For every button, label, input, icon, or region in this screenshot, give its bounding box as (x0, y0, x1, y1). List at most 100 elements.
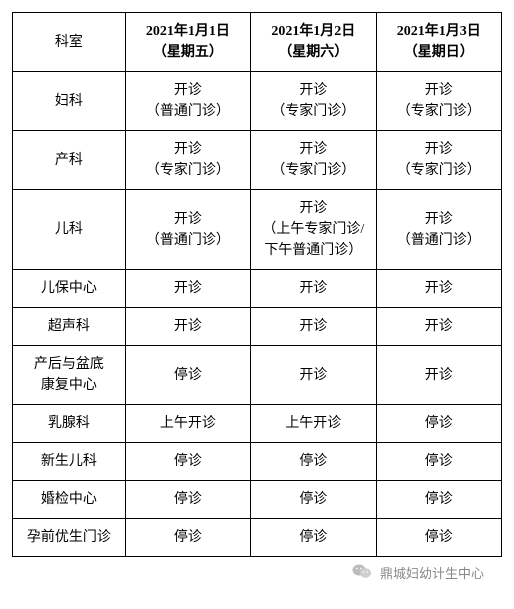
cell-day1: 开诊（专家门诊） (125, 131, 250, 190)
cell-day1: 停诊 (125, 481, 250, 519)
cell-day2: 停诊 (251, 443, 376, 481)
cell-day1-line: 停诊 (128, 489, 248, 510)
cell-dept-line: 新生儿科 (15, 451, 123, 472)
table-row: 产科开诊（专家门诊）开诊（专家门诊）开诊（专家门诊） (13, 131, 502, 190)
header-dept-label: 科室 (55, 35, 83, 50)
cell-dept: 儿保中心 (13, 270, 126, 308)
table-row: 孕前优生门诊停诊停诊停诊 (13, 519, 502, 557)
cell-dept-line: 超声科 (15, 316, 123, 337)
cell-day1-line: 停诊 (128, 365, 248, 386)
table-row: 儿科开诊（普通门诊）开诊（上午专家门诊/下午普通门诊）开诊（普通门诊） (13, 190, 502, 270)
header-day-1: 2021年1月1日 （星期五） (125, 13, 250, 72)
cell-day2-line: 开诊 (253, 316, 373, 337)
cell-day1-line: 上午开诊 (128, 413, 248, 434)
cell-day1: 停诊 (125, 519, 250, 557)
cell-dept-line: 孕前优生门诊 (15, 527, 123, 548)
header-dept: 科室 (13, 13, 126, 72)
cell-day2: 开诊（专家门诊） (251, 131, 376, 190)
cell-day2-line: （上午专家门诊/ (253, 219, 373, 240)
cell-day2-line: 开诊 (253, 139, 373, 160)
cell-day3-line: 停诊 (379, 489, 499, 510)
table-row: 婚检中心停诊停诊停诊 (13, 481, 502, 519)
cell-day2-line: 上午开诊 (253, 413, 373, 434)
header-day-2-weekday: （星期六） (253, 42, 373, 63)
table-row: 妇科开诊（普通门诊）开诊（专家门诊）开诊（专家门诊） (13, 72, 502, 131)
cell-day2: 开诊（专家门诊） (251, 72, 376, 131)
cell-day1: 上午开诊 (125, 405, 250, 443)
cell-day3: 开诊（普通门诊） (376, 190, 501, 270)
cell-day2-line: 开诊 (253, 198, 373, 219)
cell-day2: 开诊（上午专家门诊/下午普通门诊） (251, 190, 376, 270)
footer-source: 鼎城妇幼计生中心 (380, 563, 484, 582)
cell-day1: 停诊 (125, 443, 250, 481)
cell-day3: 开诊（专家门诊） (376, 131, 501, 190)
cell-day1: 开诊（普通门诊） (125, 190, 250, 270)
cell-dept: 产科 (13, 131, 126, 190)
cell-day2-line: （专家门诊） (253, 160, 373, 181)
cell-day3-line: 开诊 (379, 209, 499, 230)
cell-day1-line: 停诊 (128, 451, 248, 472)
cell-day3-line: 停诊 (379, 451, 499, 472)
cell-dept: 产后与盆底康复中心 (13, 346, 126, 405)
cell-day1: 开诊 (125, 270, 250, 308)
cell-dept: 乳腺科 (13, 405, 126, 443)
cell-day3: 开诊 (376, 346, 501, 405)
cell-day1-line: 开诊 (128, 278, 248, 299)
table-row: 新生儿科停诊停诊停诊 (13, 443, 502, 481)
cell-day3-line: 停诊 (379, 527, 499, 548)
cell-dept-line: 儿保中心 (15, 278, 123, 299)
table-row: 乳腺科上午开诊上午开诊停诊 (13, 405, 502, 443)
table-body: 妇科开诊（普通门诊）开诊（专家门诊）开诊（专家门诊）产科开诊（专家门诊）开诊（专… (13, 72, 502, 557)
cell-day3-line: 开诊 (379, 365, 499, 386)
header-day-1-date: 2021年1月1日 (128, 21, 248, 42)
cell-day2-line: （专家门诊） (253, 101, 373, 122)
cell-day3-line: 开诊 (379, 278, 499, 299)
cell-day3-line: 停诊 (379, 413, 499, 434)
cell-day1-line: 开诊 (128, 139, 248, 160)
cell-dept-line: 妇科 (15, 91, 123, 112)
cell-dept: 妇科 (13, 72, 126, 131)
cell-day3-line: 开诊 (379, 316, 499, 337)
cell-day1-line: （普通门诊） (128, 230, 248, 251)
header-day-2: 2021年1月2日 （星期六） (251, 13, 376, 72)
cell-day3-line: （专家门诊） (379, 101, 499, 122)
table-row: 超声科开诊开诊开诊 (13, 308, 502, 346)
cell-dept: 儿科 (13, 190, 126, 270)
cell-day3: 停诊 (376, 481, 501, 519)
cell-day1: 开诊 (125, 308, 250, 346)
cell-dept-line: 产后与盆底 (15, 354, 123, 375)
cell-day2-line: 停诊 (253, 527, 373, 548)
table-header-row: 科室 2021年1月1日 （星期五） 2021年1月2日 （星期六） 2021年… (13, 13, 502, 72)
cell-day3: 开诊（专家门诊） (376, 72, 501, 131)
cell-day2-line: 停诊 (253, 489, 373, 510)
header-day-3-date: 2021年1月3日 (379, 21, 499, 42)
header-day-3: 2021年1月3日 （星期日） (376, 13, 501, 72)
cell-dept-line: 产科 (15, 150, 123, 171)
cell-day3-line: 开诊 (379, 80, 499, 101)
cell-dept: 超声科 (13, 308, 126, 346)
cell-dept-line: 康复中心 (15, 375, 123, 396)
cell-day3: 停诊 (376, 443, 501, 481)
cell-day1-line: 开诊 (128, 209, 248, 230)
cell-day2: 开诊 (251, 270, 376, 308)
cell-day3-line: （专家门诊） (379, 160, 499, 181)
cell-day2-line: 开诊 (253, 365, 373, 386)
cell-day3: 开诊 (376, 270, 501, 308)
cell-dept: 孕前优生门诊 (13, 519, 126, 557)
cell-day1-line: 开诊 (128, 316, 248, 337)
cell-day1: 开诊（普通门诊） (125, 72, 250, 131)
header-day-2-date: 2021年1月2日 (253, 21, 373, 42)
footer: 鼎城妇幼计生中心 (12, 563, 502, 593)
cell-day2: 上午开诊 (251, 405, 376, 443)
cell-day1-line: （普通门诊） (128, 101, 248, 122)
header-day-1-weekday: （星期五） (128, 42, 248, 63)
cell-day2-line: 开诊 (253, 80, 373, 101)
header-day-3-weekday: （星期日） (379, 42, 499, 63)
cell-day2: 停诊 (251, 519, 376, 557)
cell-dept-line: 婚检中心 (15, 489, 123, 510)
table-row: 儿保中心开诊开诊开诊 (13, 270, 502, 308)
cell-day1: 停诊 (125, 346, 250, 405)
cell-day3: 停诊 (376, 405, 501, 443)
cell-day3-line: 开诊 (379, 139, 499, 160)
cell-day2: 开诊 (251, 346, 376, 405)
